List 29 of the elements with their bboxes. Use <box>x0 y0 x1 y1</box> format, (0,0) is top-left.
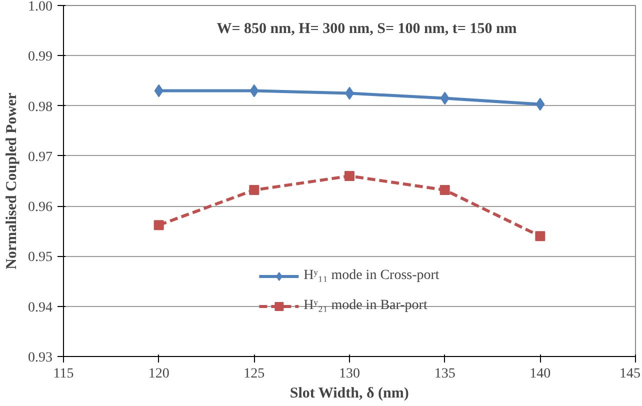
x-axis-title: Slot Width, δ (nm) <box>290 386 409 402</box>
point <box>440 92 450 105</box>
y-tick-label: 0.94 <box>28 300 52 316</box>
x-tick-label: 125 <box>244 366 265 382</box>
y-tick-label: 0.93 <box>28 350 52 366</box>
y-tick-label: 0.98 <box>28 100 52 115</box>
y-tick-label: 0.99 <box>28 50 52 65</box>
point <box>249 185 260 196</box>
x-tick-label: 120 <box>148 366 170 382</box>
point <box>440 185 450 196</box>
y-tick-label: 0.97 <box>28 150 52 165</box>
y-tick-label: 0.96 <box>28 200 52 216</box>
x-tick-label: 145 <box>620 366 640 382</box>
x-tick-label: 140 <box>530 366 551 382</box>
point <box>535 231 546 242</box>
x-tick-label: 130 <box>339 366 360 382</box>
point <box>536 98 545 111</box>
legend-label: Hʸ₁₁ mode in Cross-port <box>304 268 440 284</box>
annotation: W= 850 nm, H= 300 nm, S= 100 nm, t= 150 nm <box>216 21 518 38</box>
legend-label: Hʸ₂₁ mode in Bar-port <box>304 298 428 314</box>
x-tick-label: 135 <box>434 366 456 382</box>
y-axis-title: Normalised Coupled Power <box>4 92 20 270</box>
point <box>344 170 354 181</box>
point <box>250 84 259 98</box>
y-tick-label: 1.00 <box>28 0 52 14</box>
y-tick-label: 0.95 <box>28 250 52 266</box>
x-tick-label: 115 <box>53 366 74 382</box>
point <box>154 84 164 98</box>
point <box>154 220 164 230</box>
